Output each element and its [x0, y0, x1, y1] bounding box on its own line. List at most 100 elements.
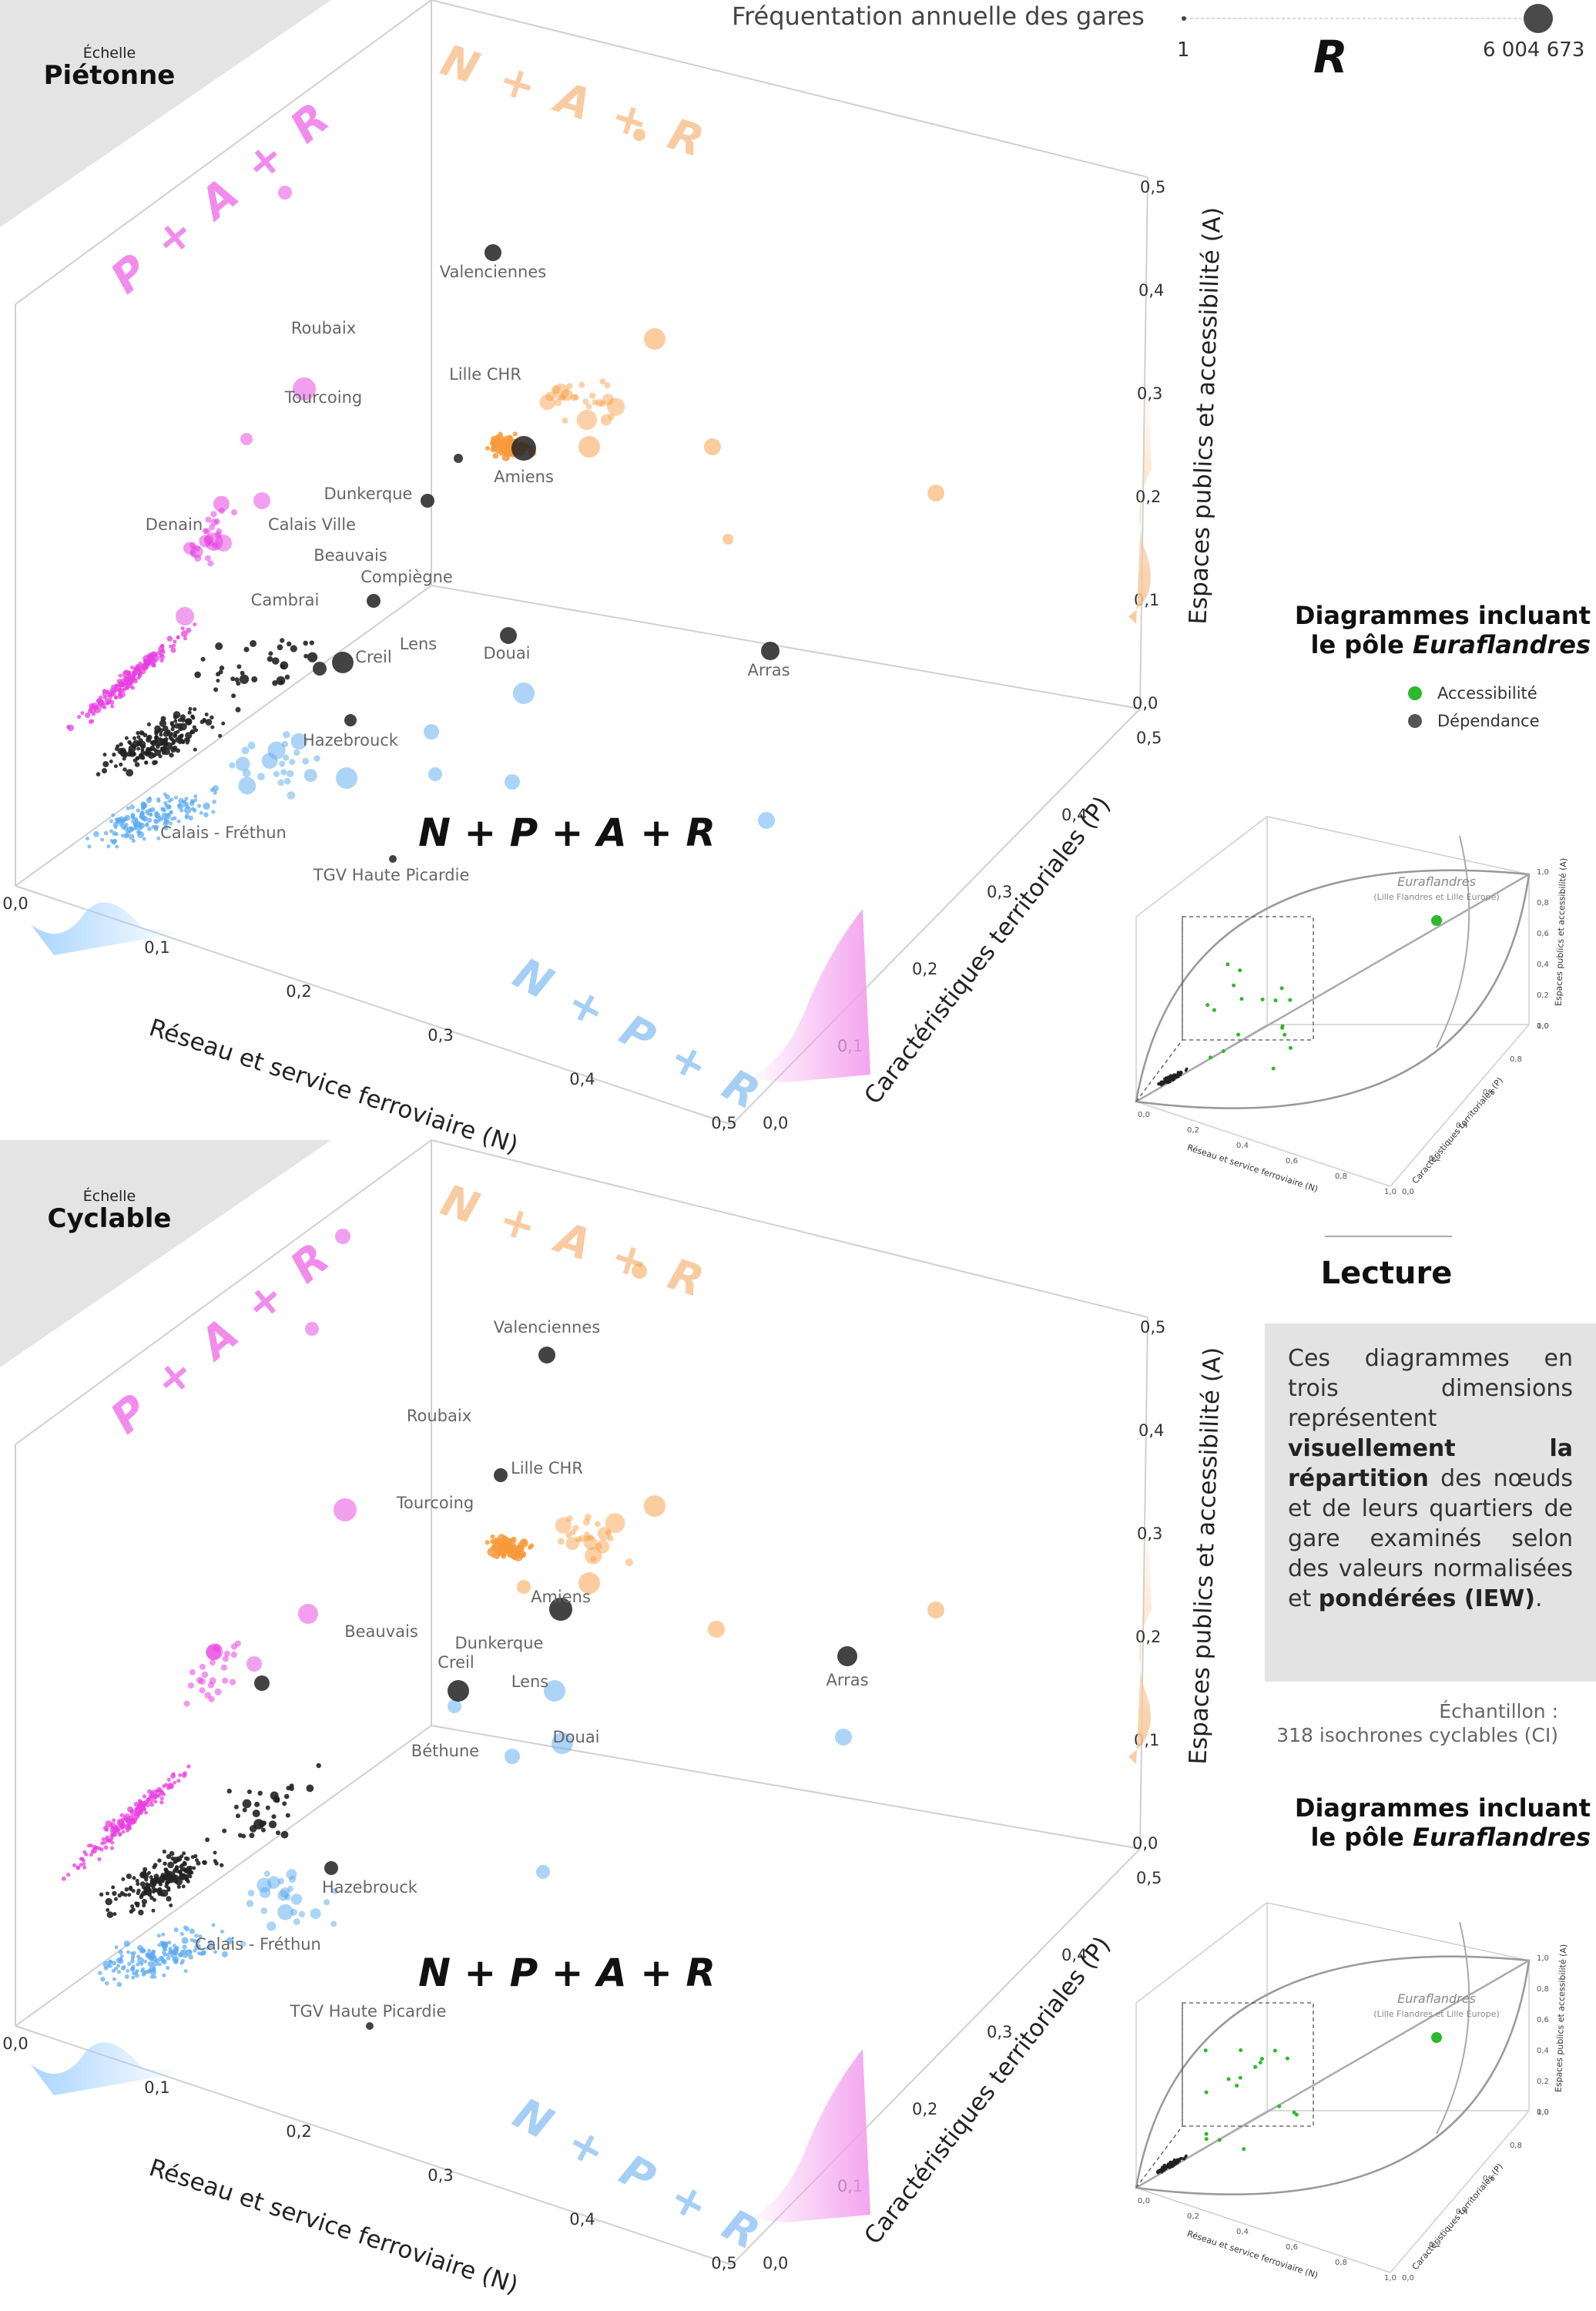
inset-n-axis-label: Réseau et service ferroviaire (N)	[1186, 1142, 1319, 1194]
scatter-point	[289, 1783, 294, 1789]
scatter-point	[519, 1538, 528, 1548]
scatter-point	[119, 747, 126, 754]
scatter-point	[112, 752, 116, 757]
scatter-point	[594, 1521, 601, 1528]
scatter-point	[123, 669, 129, 676]
inset-pole-sub: (Lille Flandres et Lille Europe)	[1373, 892, 1499, 902]
inset-pole-label: Euraflandres	[1397, 1991, 1476, 2006]
inset-a-tick: 1,0	[1537, 1954, 1549, 1963]
scatter-point	[138, 822, 143, 828]
scatter-point	[229, 762, 236, 769]
scatter-point	[100, 837, 105, 842]
scatter-point	[134, 762, 140, 767]
a-tick-label: 0,4	[1138, 281, 1164, 300]
scatter-point	[132, 671, 137, 676]
station-label: Calais Ville	[268, 515, 356, 534]
scatter-point	[136, 746, 141, 751]
scale-corner-triangle	[0, 0, 331, 227]
scatter-point	[223, 1650, 230, 1657]
scatter-point	[214, 1861, 219, 1866]
scatter-point	[103, 830, 109, 836]
scatter-point	[242, 1807, 247, 1813]
scatter-point	[210, 725, 215, 730]
scatter-point	[169, 1954, 174, 1958]
scatter-point	[153, 1793, 157, 1798]
scatter-point	[169, 797, 174, 802]
bubble-point	[505, 1749, 520, 1764]
scatter-point	[498, 1550, 503, 1555]
scatter-point	[149, 1952, 155, 1957]
scatter-point	[172, 1944, 176, 1948]
scatter-point	[247, 741, 256, 750]
scatter-point	[279, 760, 286, 767]
scatter-point	[273, 1796, 280, 1803]
n-marginal-density	[31, 2042, 185, 2095]
scatter-point	[582, 1518, 590, 1526]
scatter-point	[187, 1682, 194, 1689]
scatter-point	[173, 733, 177, 739]
lecture-box: Ces diagrammes en trois dimensions repré…	[1265, 1323, 1596, 1682]
scatter-point	[505, 1549, 511, 1555]
inset-a-tick: 0,2	[1537, 2078, 1549, 2086]
scatter-point	[188, 815, 193, 821]
cube-edge	[1139, 1316, 1148, 1850]
bubble-point	[837, 1646, 857, 1666]
scatter-point	[199, 1687, 206, 1694]
scatter-point	[213, 687, 219, 693]
scatter-point	[578, 381, 585, 388]
station-label: Hazebrouck	[322, 1878, 418, 1897]
bubble-point	[421, 494, 434, 508]
scatter-point	[176, 1856, 183, 1862]
inset-point-green	[1277, 2104, 1282, 2108]
station-label: Lille CHR	[511, 1459, 583, 1477]
scatter-point	[166, 1783, 174, 1789]
inset-n-tick: 0,4	[1236, 2228, 1249, 2236]
legend-dependance: Dépendance	[1408, 712, 1540, 730]
scatter-point	[163, 1873, 168, 1878]
scatter-point	[249, 1833, 255, 1839]
scatter-point	[104, 1828, 109, 1832]
scatter-point	[236, 1813, 240, 1819]
n-tick-label: 0,4	[569, 1070, 595, 1088]
inset-a-tick: 0,4	[1537, 961, 1549, 969]
bubble-point	[424, 724, 439, 740]
inset2-title: Diagrammes incluant le pôle Euraflandres	[1202, 1793, 1591, 1852]
scatter-point	[140, 1871, 147, 1878]
station-label: Calais - Fréthun	[160, 823, 287, 842]
scatter-point	[175, 1865, 179, 1870]
scatter-point	[572, 1524, 579, 1531]
scatter-point	[170, 1856, 175, 1861]
scatter-point	[173, 1780, 176, 1785]
scatter-point	[165, 1881, 169, 1886]
scatter-point	[86, 837, 89, 840]
inset-pole-label: Euraflandres	[1397, 874, 1476, 889]
scatter-point	[118, 1833, 122, 1837]
scatter-point	[122, 1965, 126, 1969]
scatter-point	[149, 813, 153, 817]
lecture-title: Lecture	[1320, 1256, 1453, 1291]
inset2-title-prefix: le pôle	[1310, 1823, 1413, 1852]
bubble-point	[927, 485, 944, 501]
bubble-point	[835, 1729, 852, 1746]
scatter-point	[230, 676, 236, 682]
inset-n-tick: 0,8	[1335, 2259, 1347, 2267]
bubble-point	[176, 607, 194, 626]
scatter-point	[142, 837, 146, 841]
scatter-point	[197, 803, 202, 808]
station-label: Calais - Fréthun	[195, 1935, 321, 1954]
scatter-point	[143, 1799, 149, 1805]
corner-label-nar: N + A + R	[435, 1176, 714, 1309]
scatter-point	[132, 740, 140, 747]
inset-p-tick: 0,4	[1456, 1122, 1468, 1130]
p-tick-label: 0,2	[912, 960, 937, 978]
scatter-point	[498, 431, 503, 437]
scatter-point	[138, 1910, 144, 1916]
scatter-point	[129, 1909, 134, 1914]
inset-lens	[1135, 869, 1531, 1109]
scatter-point	[585, 403, 592, 410]
inset1-title-emph: Euraflandres	[1412, 630, 1591, 659]
scatter-point	[105, 689, 110, 694]
scatter-point	[565, 1531, 572, 1538]
scatter-point	[203, 719, 207, 723]
scatter-point	[566, 383, 573, 390]
